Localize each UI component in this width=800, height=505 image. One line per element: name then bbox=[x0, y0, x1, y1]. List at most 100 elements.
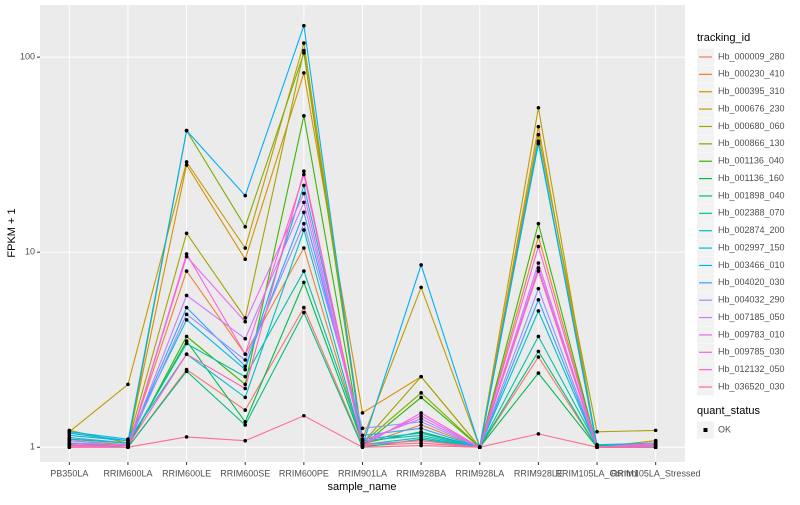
data-point bbox=[360, 442, 365, 447]
data-point bbox=[126, 445, 130, 450]
data-point bbox=[536, 286, 541, 291]
data-point bbox=[536, 269, 541, 273]
data-point bbox=[184, 269, 189, 273]
legend-label: Hb_003466_010 bbox=[718, 260, 785, 270]
legend-label: Hb_009785_030 bbox=[718, 347, 785, 357]
data-point bbox=[419, 431, 423, 436]
data-point bbox=[67, 431, 72, 436]
data-point bbox=[243, 336, 248, 341]
legend-label: Hb_004032_290 bbox=[718, 295, 785, 305]
data-point bbox=[419, 426, 423, 431]
data-point bbox=[419, 443, 423, 448]
data-point bbox=[536, 105, 541, 110]
y-tick-label: 1 bbox=[30, 442, 35, 452]
data-point bbox=[302, 200, 306, 205]
data-point bbox=[302, 51, 306, 55]
data-point bbox=[302, 221, 306, 226]
legend-label: Hb_036520_030 bbox=[718, 381, 785, 391]
data-point bbox=[184, 341, 189, 346]
data-point bbox=[243, 358, 248, 362]
data-point bbox=[184, 369, 189, 374]
data-point bbox=[184, 160, 189, 164]
data-point bbox=[419, 285, 423, 290]
data-point bbox=[126, 382, 130, 387]
data-point bbox=[243, 374, 248, 379]
data-point bbox=[184, 352, 189, 356]
data-point bbox=[536, 261, 541, 265]
data-point bbox=[536, 355, 541, 359]
data-point bbox=[595, 445, 599, 450]
data-point bbox=[302, 310, 306, 315]
data-point bbox=[360, 445, 365, 450]
legend-label: Hb_000680_060 bbox=[718, 121, 785, 131]
data-point bbox=[536, 297, 541, 302]
data-point bbox=[243, 316, 248, 320]
data-point bbox=[477, 445, 482, 450]
data-point bbox=[67, 442, 72, 447]
data-point bbox=[419, 420, 423, 424]
data-point bbox=[184, 334, 189, 339]
data-point bbox=[419, 438, 423, 443]
data-point bbox=[536, 266, 541, 270]
data-point bbox=[419, 374, 423, 379]
data-point bbox=[302, 23, 306, 28]
legend-label: Hb_012132_050 bbox=[718, 364, 785, 374]
legend-label: Hb_002997_150 bbox=[718, 242, 785, 252]
data-point bbox=[184, 163, 189, 167]
data-point bbox=[184, 293, 189, 298]
data-point bbox=[302, 413, 306, 418]
legend-label: Hb_004020_030 bbox=[718, 277, 785, 287]
data-point bbox=[419, 263, 423, 267]
legend-label: Hb_001898_040 bbox=[718, 190, 785, 200]
data-point bbox=[184, 305, 189, 310]
data-point bbox=[243, 408, 248, 412]
data-point bbox=[243, 420, 248, 424]
data-point bbox=[653, 445, 658, 450]
data-point bbox=[302, 172, 306, 177]
data-point bbox=[243, 319, 248, 324]
data-point bbox=[302, 169, 306, 174]
legend-label: Hb_009783_010 bbox=[718, 329, 785, 339]
data-point bbox=[419, 423, 423, 427]
x-tick-label: PB350LA bbox=[50, 468, 88, 478]
x-tick-label: RRIM928LE bbox=[514, 468, 563, 478]
data-point bbox=[184, 312, 189, 317]
legend-point bbox=[703, 428, 708, 432]
data-point bbox=[653, 442, 658, 447]
x-axis-label: sample_name bbox=[327, 481, 396, 493]
legend-label: Hb_002388_070 bbox=[718, 208, 785, 218]
legend-label: Hb_007185_050 bbox=[718, 312, 785, 322]
data-point bbox=[536, 309, 541, 313]
data-point bbox=[243, 257, 248, 262]
data-point bbox=[653, 428, 658, 433]
data-point bbox=[184, 254, 189, 259]
data-point bbox=[302, 71, 306, 75]
data-point bbox=[536, 221, 541, 226]
x-tick-label: RRIM105LA_Control bbox=[556, 468, 639, 478]
data-point bbox=[536, 132, 541, 137]
data-point bbox=[67, 445, 72, 450]
data-point bbox=[302, 246, 306, 250]
legend-label: Hb_000676_230 bbox=[718, 103, 785, 113]
data-point bbox=[302, 228, 306, 232]
data-point bbox=[302, 183, 306, 188]
legend-label: Hb_002874_200 bbox=[718, 225, 785, 235]
data-point bbox=[419, 435, 423, 440]
data-point bbox=[302, 305, 306, 310]
data-point bbox=[184, 318, 189, 322]
data-point bbox=[536, 349, 541, 354]
x-tick-label: RRIM105LA_Stressed bbox=[611, 468, 701, 478]
data-point bbox=[243, 352, 248, 356]
data-point bbox=[419, 391, 423, 395]
data-point bbox=[184, 128, 189, 133]
legend-title: tracking_id bbox=[697, 32, 750, 44]
data-point bbox=[360, 411, 365, 415]
data-point bbox=[243, 438, 248, 443]
data-point bbox=[536, 124, 541, 129]
data-point bbox=[536, 432, 541, 436]
data-point bbox=[67, 438, 72, 443]
data-point bbox=[243, 193, 248, 198]
data-point bbox=[184, 435, 189, 439]
status-legend-title: quant_status bbox=[697, 405, 760, 417]
